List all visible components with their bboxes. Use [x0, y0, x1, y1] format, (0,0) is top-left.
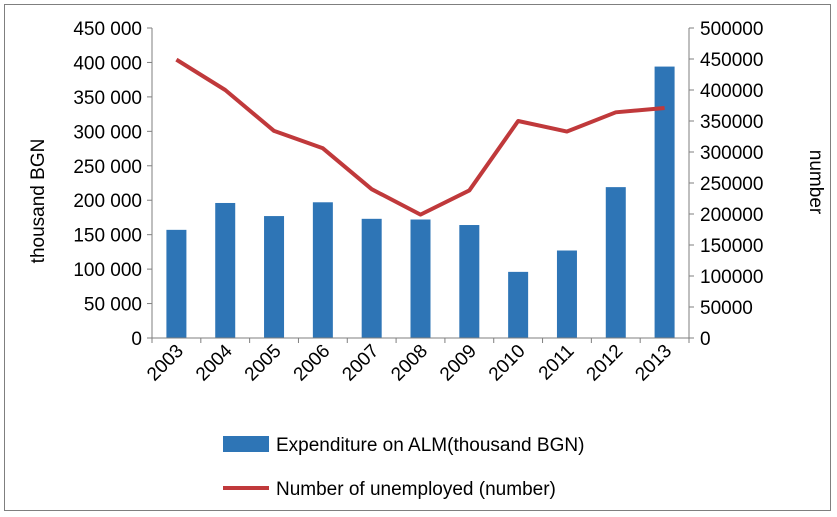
left-tick-label: 200 000: [73, 191, 142, 212]
x-axis-ticks: 2003 2004 2005 2006 2007 2008 2009 2010 2011 2012…: [143, 338, 690, 386]
axes: [151, 28, 690, 339]
legend: Expenditure on ALM(thousand BGN) Number …: [223, 435, 584, 500]
x-tick-label: 2011: [535, 341, 579, 385]
bar-series: [166, 66, 675, 339]
right-tick-label: 500000: [700, 19, 763, 40]
legend-bar-swatch: [223, 436, 269, 452]
right-tick-label: 450000: [700, 50, 763, 71]
left-tick-label: 0: [131, 329, 142, 350]
left-axis-ticks: 0 50 000 100 000 150 000 200 000 250 000 300 0…: [73, 19, 152, 350]
left-tick-label: 350 000: [73, 88, 142, 109]
bar: [166, 229, 187, 338]
right-tick-label: 300000: [700, 143, 763, 164]
bar: [459, 225, 480, 338]
x-tick-label: 2005: [241, 341, 286, 386]
left-tick-label: 100 000: [73, 260, 142, 281]
bar: [410, 219, 431, 338]
x-tick-label: 2010: [485, 341, 530, 386]
x-tick-label: 2003: [143, 341, 188, 386]
legend-bar-label: Expenditure on ALM(thousand BGN): [276, 435, 584, 456]
x-tick-label: 2004: [192, 340, 237, 385]
bar: [556, 250, 577, 338]
right-tick-label: 150000: [700, 236, 763, 257]
left-tick-label: 400 000: [73, 53, 142, 74]
right-tick-label: 400000: [700, 81, 763, 102]
left-tick-label: 50 000: [84, 295, 142, 316]
left-tick-label: 150 000: [73, 226, 142, 247]
legend-line-label: Number of unemployed (number): [276, 479, 556, 500]
right-tick-label: 0: [700, 329, 711, 350]
line-series: [175, 57, 665, 217]
left-tick-label: 300 000: [73, 122, 142, 143]
left-tick-label: 450 000: [73, 19, 142, 40]
x-tick-label: 2009: [436, 341, 481, 386]
x-tick-label: 2013: [631, 341, 676, 386]
x-tick-label: 2008: [387, 341, 432, 386]
right-axis-ticks: 0 50000 100000 150000 200000 250000 300000 3500…: [689, 19, 763, 350]
left-axis-title: thousand BGN: [28, 139, 49, 264]
x-tick-label: 2006: [290, 341, 335, 386]
bar: [361, 218, 382, 338]
x-tick-label: 2007: [338, 341, 383, 386]
bar: [264, 216, 285, 338]
left-tick-label: 250 000: [73, 157, 142, 178]
right-axis-title: number: [805, 150, 826, 215]
right-tick-label: 200000: [700, 205, 763, 226]
bar: [605, 187, 626, 338]
bar: [508, 271, 529, 338]
x-tick-label: 2012: [583, 341, 628, 386]
right-tick-label: 250000: [700, 174, 763, 195]
bar: [215, 202, 236, 338]
bar: [654, 66, 675, 339]
right-tick-label: 350000: [700, 112, 763, 133]
right-tick-label: 100000: [700, 267, 763, 288]
unemployed-line: [175, 57, 665, 217]
right-tick-label: 50000: [700, 298, 753, 319]
bar: [312, 202, 333, 338]
